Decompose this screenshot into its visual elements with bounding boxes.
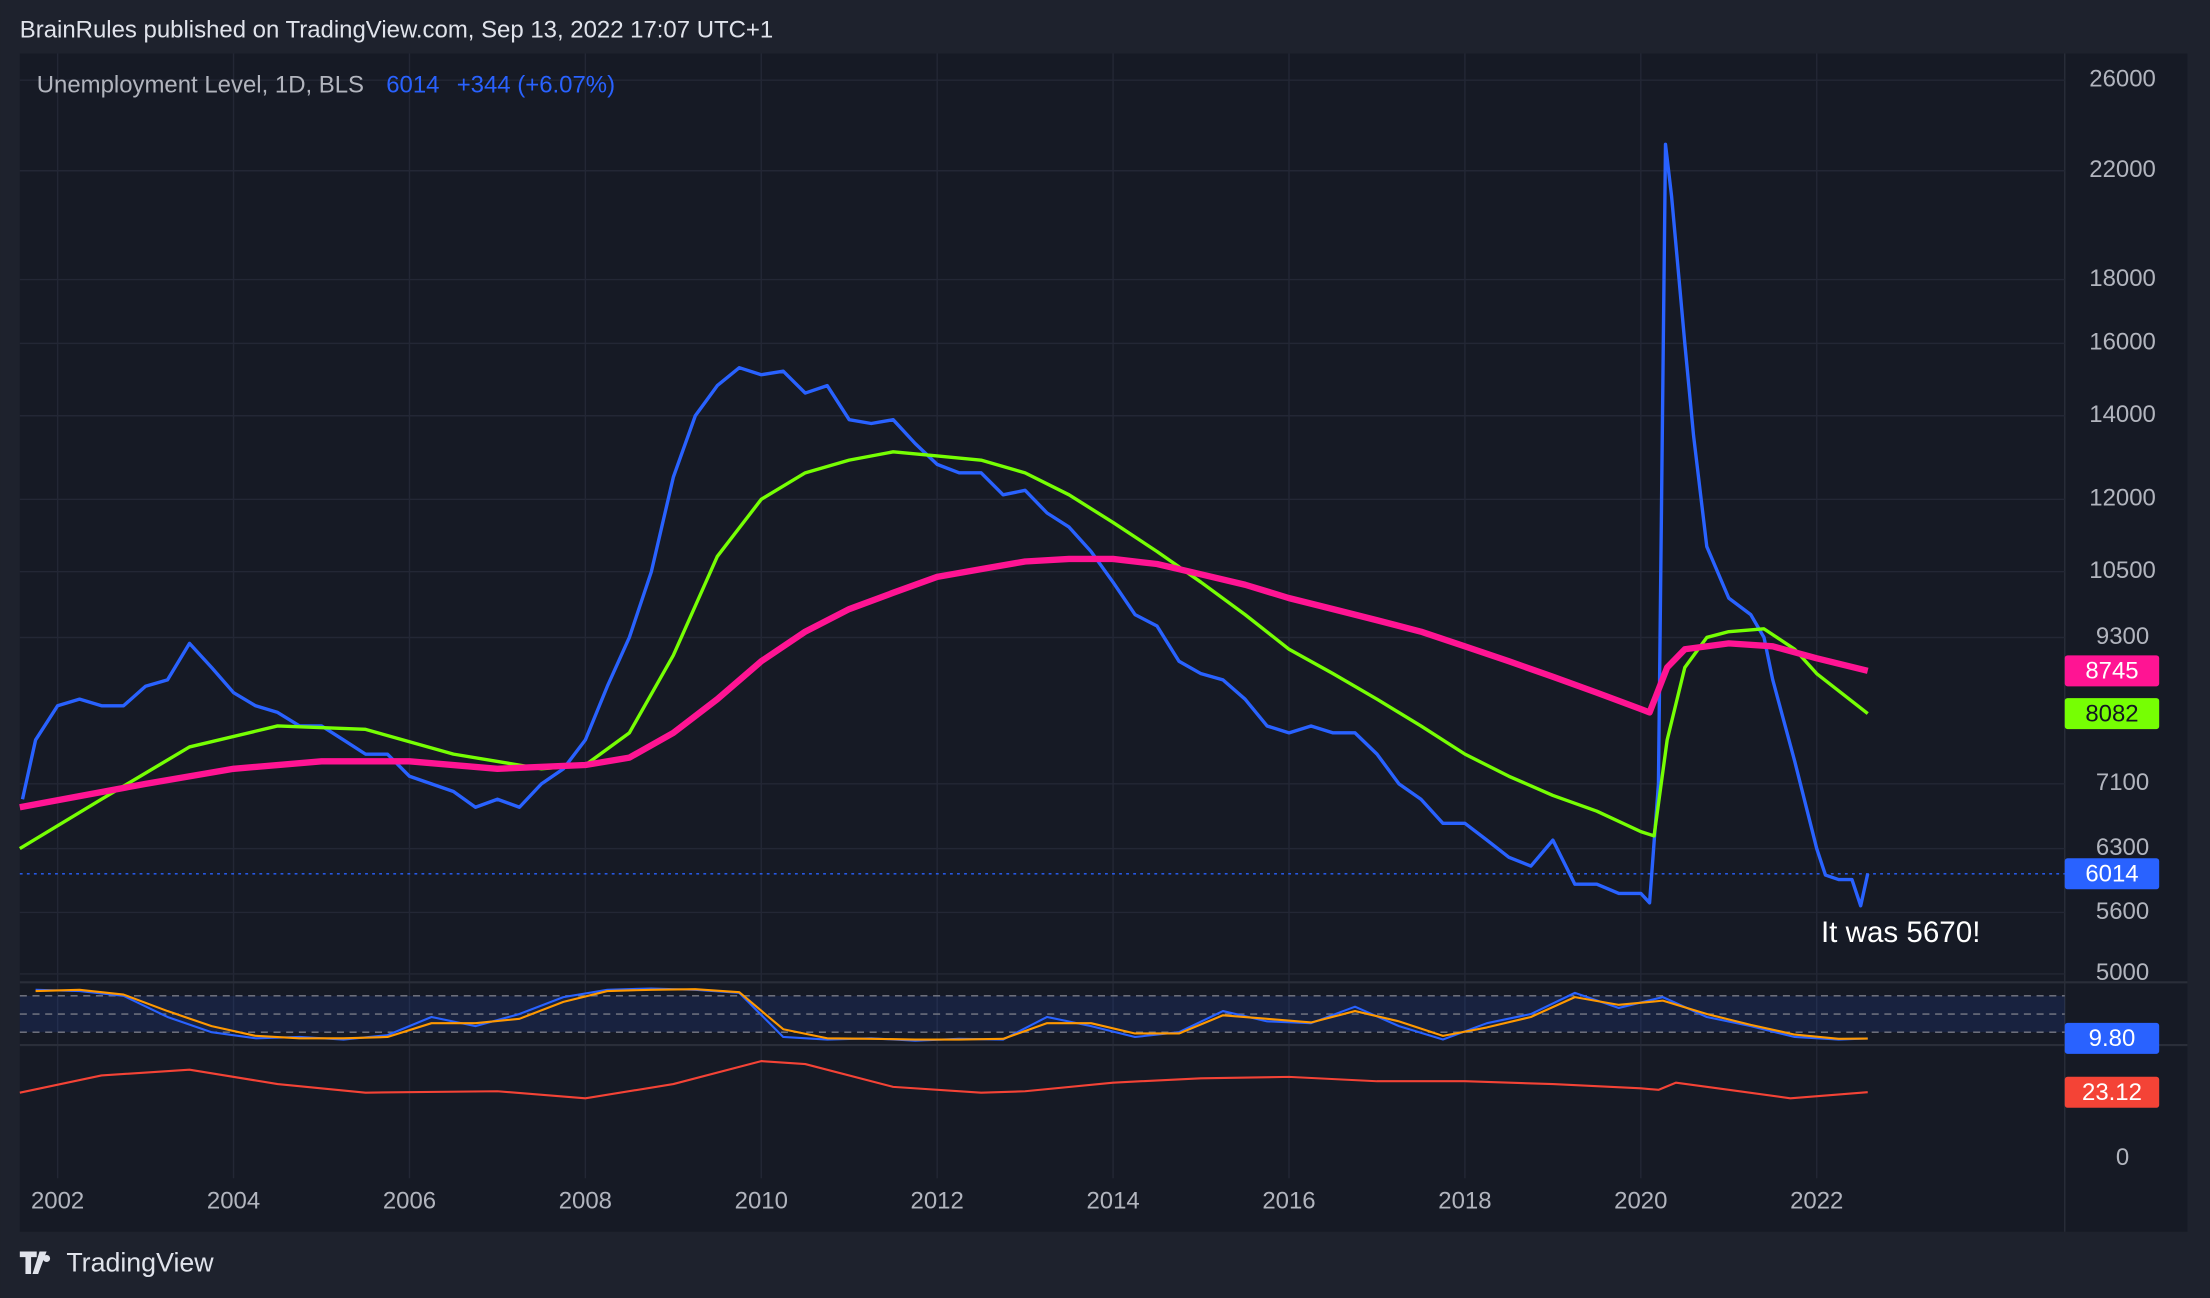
series-line (20, 142, 1870, 908)
x-tick-label: 2014 (1086, 1187, 1139, 1214)
y-tick-label: 14000 (2089, 401, 2156, 428)
y-tick-label: 26000 (2089, 66, 2156, 93)
series-line (19, 1060, 1868, 1100)
footer-brand: TradingView (66, 1247, 214, 1277)
last-value-label: 23.12 (2082, 1079, 2142, 1106)
x-tick-label: 2008 (559, 1187, 612, 1214)
y-tick-label: 16000 (2089, 329, 2156, 356)
last-value-badge (2064, 1022, 2160, 1054)
series-line (35, 988, 1868, 1041)
x-tick-label: 2004 (207, 1187, 260, 1214)
annotation: It was 5670! (1821, 916, 1981, 949)
x-tick-label: 2020 (1614, 1187, 1667, 1214)
y-tick-label: 6300 (2096, 834, 2149, 861)
last-value-badge (2064, 1076, 2160, 1108)
series-line (19, 555, 1869, 811)
y-tick-label: 5600 (2096, 898, 2149, 925)
x-tick-label: 2010 (735, 1187, 788, 1214)
last-value-label: 6014 (2085, 861, 2138, 888)
x-tick-label: 2016 (1262, 1187, 1315, 1214)
y-tick-label: 0 (2116, 1144, 2129, 1171)
y-tick-label: 18000 (2089, 265, 2156, 292)
legend-change: +344 (+6.07%) (457, 71, 615, 98)
legend-value: 6014 (386, 71, 439, 98)
last-value-badge (2064, 858, 2160, 890)
x-tick-label: 2006 (383, 1187, 436, 1214)
legend-title: Unemployment Level, 1D, BLS (37, 71, 364, 98)
x-tick-label: 2018 (1438, 1187, 1491, 1214)
header: BrainRules published on TradingView.com,… (20, 16, 773, 43)
x-tick-label: 2012 (911, 1187, 964, 1214)
x-tick-label: 2002 (31, 1187, 84, 1214)
last-value-badge (2064, 698, 2160, 730)
y-tick-label: 5000 (2096, 959, 2149, 986)
y-tick-label: 7100 (2096, 769, 2149, 796)
y-tick-label: 22000 (2089, 156, 2156, 183)
last-value-label: 8745 (2085, 658, 2138, 685)
logo (19, 1251, 51, 1275)
x-tick-label: 2022 (1790, 1187, 1843, 1214)
chart-area (19, 53, 2188, 1232)
y-tick-label: 9300 (2096, 623, 2149, 650)
y-tick-label: 12000 (2089, 485, 2156, 512)
last-value-label: 9.80 (2089, 1025, 2136, 1052)
last-value-label: 8082 (2085, 700, 2138, 727)
y-tick-label: 10500 (2089, 557, 2156, 584)
last-value-badge (2064, 655, 2160, 687)
